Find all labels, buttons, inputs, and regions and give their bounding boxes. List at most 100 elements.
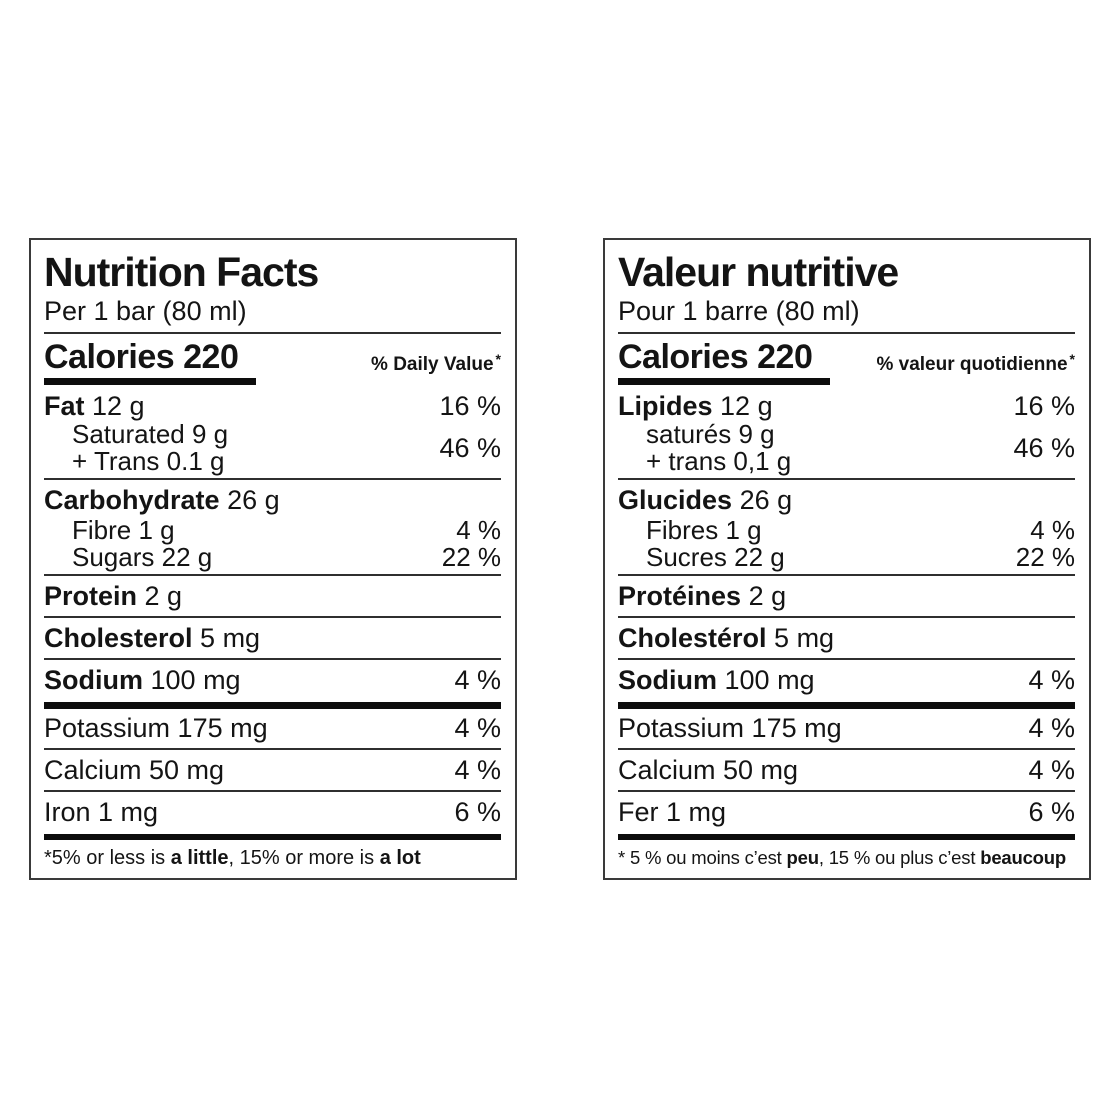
separator xyxy=(44,616,501,618)
nutrient-row-cholesterol-en: Cholesterol 5 mg xyxy=(44,621,501,655)
nutrient-row-fibre-fr: Fibres 1 g 4 % xyxy=(618,517,1075,544)
calcium-label: Calcium 50 mg xyxy=(618,754,799,785)
serving-size-en: Per 1 bar (80 ml) xyxy=(44,296,247,326)
potassium-dv-percent: 4 % xyxy=(454,712,501,743)
calories-group: Calories 220 xyxy=(618,339,830,385)
separator xyxy=(44,658,501,660)
separator xyxy=(618,747,1075,750)
daily-value-header-en: % Daily Value * xyxy=(371,351,501,385)
calcium-dv-percent: 4 % xyxy=(1028,754,1075,785)
trans-label: + trans 0,1 g xyxy=(646,446,792,476)
fat-label: Lipides 12 g xyxy=(618,391,791,421)
nutrient-row-fat-fr: Lipides 12 g saturés 9 g + trans 0,1 g 1… xyxy=(618,391,1075,475)
calories-block-fr: Calories 220 % valeur quotidienne * xyxy=(618,339,1075,385)
sugars-dv-percent: 22 % xyxy=(1015,542,1075,572)
protein-label: Protéines 2 g xyxy=(618,579,786,613)
fibre-dv-percent: 4 % xyxy=(1030,515,1075,545)
separator xyxy=(44,574,501,576)
cholesterol-label: Cholestérol 5 mg xyxy=(618,621,834,655)
nutrient-amount: 12 g xyxy=(720,391,773,421)
trans-label: + Trans 0.1 g xyxy=(72,446,225,476)
saturated-label: saturés 9 g xyxy=(646,419,775,449)
separator xyxy=(618,789,1075,792)
sodium-label: Sodium 100 mg xyxy=(44,663,241,697)
nutrient-amount: 5 mg xyxy=(200,623,261,653)
thick-separator xyxy=(618,833,1075,840)
nutrient-amount: 100 mg xyxy=(150,665,241,695)
panel-title-en: Nutrition Facts xyxy=(44,249,319,295)
sodium-dv-percent: 4 % xyxy=(1028,665,1075,695)
fat-dv-values: 16 % 46 % xyxy=(439,391,501,475)
nutrient-name: Carbohydrate xyxy=(44,485,220,515)
nutrient-name: Fat xyxy=(44,391,85,421)
fat-labels: Lipides 12 g saturés 9 g + trans 0,1 g xyxy=(618,391,791,475)
nutrition-facts-panel-fr: Valeur nutritive Pour 1 barre (80 ml) Ca… xyxy=(603,238,1091,880)
calories-underline-bar xyxy=(618,378,830,385)
nutrition-facts-panel-en: Nutrition Facts Per 1 bar (80 ml) Calori… xyxy=(29,238,517,880)
serving-size-fr: Pour 1 barre (80 ml) xyxy=(618,296,860,326)
sodium-label: Sodium 100 mg xyxy=(618,663,815,697)
thick-separator xyxy=(618,702,1075,709)
cholesterol-label: Cholesterol 5 mg xyxy=(44,621,260,655)
nutrient-name: Glucides xyxy=(618,485,733,515)
separator xyxy=(618,658,1075,660)
daily-value-header-text: % valeur quotidienne xyxy=(876,354,1068,375)
separator xyxy=(618,332,1075,334)
nutrient-name: Protein xyxy=(44,581,138,611)
nutrient-row-sodium-en: Sodium 100 mg 4 % xyxy=(44,663,501,697)
nutrient-row-sugars-fr: Sucres 22 g 22 % xyxy=(618,544,1075,571)
footnote-bold-a-little: a little xyxy=(170,847,229,869)
potassium-label: Potassium 175 mg xyxy=(44,712,268,743)
nutrient-name: Protéines xyxy=(618,581,742,611)
calories-value: Calories 220 xyxy=(618,338,813,376)
footnote-text: , 15 % ou plus c’est xyxy=(818,847,981,868)
calcium-dv-percent: 4 % xyxy=(454,754,501,785)
iron-dv-percent: 6 % xyxy=(1028,796,1075,827)
separator xyxy=(618,574,1075,576)
separator xyxy=(618,616,1075,618)
footnote-text: * 5 % ou moins c’est xyxy=(618,847,787,868)
nutrient-amount: 2 g xyxy=(144,581,183,611)
nutrient-amount: 2 g xyxy=(748,581,787,611)
daily-value-asterisk: * xyxy=(1069,351,1075,367)
footnote-text: *5% or less is xyxy=(44,847,171,869)
calories-underline-bar xyxy=(44,378,256,385)
nutrient-row-potassium-en: Potassium 175 mg 4 % xyxy=(44,711,501,745)
nutrient-row-calcium-fr: Calcium 50 mg 4 % xyxy=(618,753,1075,787)
nutrient-row-carbohydrate-en: Carbohydrate 26 g xyxy=(44,483,501,517)
nutrient-amount: 26 g xyxy=(227,485,280,515)
footnote-bold-peu: peu xyxy=(786,847,819,868)
nutrient-amount: 100 mg xyxy=(724,665,815,695)
saturated-trans-dv-percent: 46 % xyxy=(439,432,501,463)
nutrient-row-protein-en: Protein 2 g xyxy=(44,579,501,613)
nutrient-row-fat-en: Fat 12 g Saturated 9 g + Trans 0.1 g 16 … xyxy=(44,391,501,475)
nutrient-amount: 5 mg xyxy=(774,623,835,653)
daily-value-header-fr: % valeur quotidienne * xyxy=(876,351,1075,385)
iron-dv-percent: 6 % xyxy=(454,796,501,827)
nutrient-name: Lipides xyxy=(618,391,713,421)
sugars-dv-percent: 22 % xyxy=(441,542,501,572)
separator xyxy=(44,478,501,480)
nutrient-row-protein-fr: Protéines 2 g xyxy=(618,579,1075,613)
nutrient-name: Cholestérol xyxy=(618,623,767,653)
sugars-label: Sugars 22 g xyxy=(72,542,213,572)
separator xyxy=(44,332,501,334)
footnote-fr: * 5 % ou moins c’est peu, 15 % ou plus c… xyxy=(618,846,1075,870)
fat-label: Fat 12 g xyxy=(44,391,228,421)
nutrient-row-potassium-fr: Potassium 175 mg 4 % xyxy=(618,711,1075,745)
fat-dv-percent: 16 % xyxy=(439,391,501,421)
calories-block-en: Calories 220 % Daily Value * xyxy=(44,339,501,385)
fibre-dv-percent: 4 % xyxy=(456,515,501,545)
saturated-label: Saturated 9 g xyxy=(72,419,229,449)
footnote-bold-a-lot: a lot xyxy=(379,847,421,869)
potassium-dv-percent: 4 % xyxy=(1028,712,1075,743)
carbohydrate-label: Carbohydrate 26 g xyxy=(44,483,280,517)
carbohydrate-label: Glucides 26 g xyxy=(618,483,792,517)
nutrient-row-cholesterol-fr: Cholestérol 5 mg xyxy=(618,621,1075,655)
separator xyxy=(44,789,501,792)
footnote-en: *5% or less is a little, 15% or more is … xyxy=(44,846,501,870)
potassium-label: Potassium 175 mg xyxy=(618,712,842,743)
iron-label: Fer 1 mg xyxy=(618,796,727,827)
nutrient-row-calcium-en: Calcium 50 mg 4 % xyxy=(44,753,501,787)
calories-value: Calories 220 xyxy=(44,338,239,376)
